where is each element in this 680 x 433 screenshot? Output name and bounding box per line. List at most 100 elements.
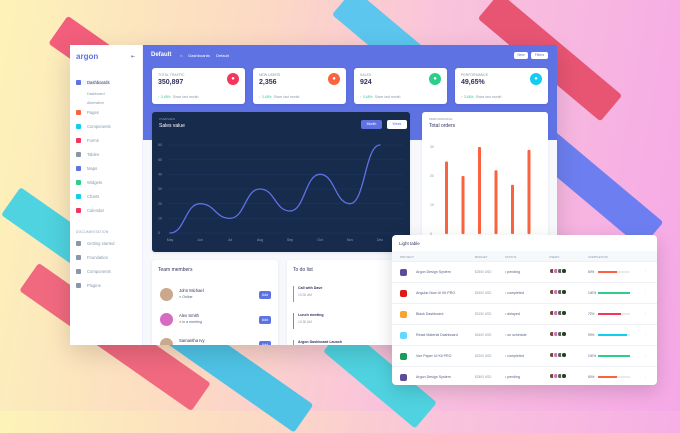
team-title: Team members bbox=[158, 267, 193, 273]
orders-chart-card: PERFORMANCE Total orders 0 10 20 30 bbox=[422, 112, 548, 252]
sidebar-item-calendar[interactable]: Calendar bbox=[76, 208, 104, 213]
add-button[interactable]: Add bbox=[259, 316, 271, 324]
stat-card: Total traffic 350,897 ● ↑ 3.48% Since la… bbox=[152, 68, 245, 104]
money-coins-icon: ● bbox=[429, 73, 441, 85]
breadcrumb-default: Default bbox=[216, 53, 229, 58]
member-status: ● Online bbox=[179, 295, 193, 299]
filters-button[interactable]: Filters bbox=[531, 52, 548, 59]
doc-item[interactable]: Components bbox=[76, 269, 111, 274]
completion-value: 60% bbox=[588, 375, 595, 379]
member-name: Alex Smith bbox=[179, 313, 200, 318]
y-tick-label: 60 bbox=[158, 143, 162, 147]
sales-chart-card: OVERVIEW Sales value Month Week 0 10 20 30 4… bbox=[152, 112, 410, 252]
sidebar-item-dashboards[interactable]: Dashboards bbox=[76, 80, 110, 85]
col-project[interactable]: PROJECT bbox=[400, 255, 415, 259]
chart-overline: OVERVIEW bbox=[159, 117, 176, 121]
col-budget[interactable]: BUDGET bbox=[475, 255, 488, 259]
add-button[interactable]: Add bbox=[259, 291, 271, 299]
stat-value: 924 bbox=[360, 79, 372, 86]
sidebar-item-label: Calendar bbox=[87, 208, 104, 213]
completion-progress bbox=[598, 355, 630, 357]
nav-icon bbox=[76, 208, 81, 213]
sidebar-item-components[interactable]: Components bbox=[76, 124, 111, 129]
project-name[interactable]: Vue Paper UI Kit PRO bbox=[416, 354, 452, 358]
home-icon[interactable]: ⌂ bbox=[180, 53, 183, 58]
todo-item[interactable]: Argon Dashboard Launch bbox=[293, 340, 403, 345]
week-button[interactable]: Week bbox=[387, 120, 407, 129]
todo-title: Argon Dashboard Launch bbox=[298, 340, 343, 344]
team-member: Alex Smith ● In a meeting Add bbox=[152, 311, 278, 333]
project-name[interactable]: Black Dashboard bbox=[416, 312, 444, 316]
sidebar-item-forms[interactable]: Forms bbox=[76, 138, 99, 143]
sidebar-item-charts[interactable]: Charts bbox=[76, 194, 99, 199]
users-avatars[interactable] bbox=[549, 331, 567, 338]
breadcrumb-dashboards[interactable]: Dashboards bbox=[188, 53, 210, 58]
table-header: PROJECT BUDGET STATUS USERS COMPLETION bbox=[392, 251, 657, 261]
sidebar-item-widgets[interactable]: Widgets bbox=[76, 180, 102, 185]
todo-item[interactable]: Lunch meeting 10:30 AM bbox=[293, 313, 403, 329]
users-avatars[interactable] bbox=[549, 289, 567, 296]
doc-item[interactable]: Getting started bbox=[76, 241, 114, 246]
sidebar-item-maps[interactable]: Maps bbox=[76, 166, 97, 171]
y-tick-label: 20 bbox=[158, 202, 162, 206]
row-menu-icon[interactable]: ⋮ bbox=[644, 333, 648, 337]
doc-item-label: Plugins bbox=[87, 283, 101, 288]
y-tick-label: 20 bbox=[430, 174, 434, 178]
sidebar-item-label: Components bbox=[87, 124, 111, 129]
project-name[interactable]: Argon Design System bbox=[416, 375, 451, 379]
row-menu-icon[interactable]: ⋮ bbox=[644, 354, 648, 358]
sidebar-item-label: Forms bbox=[87, 138, 99, 143]
data-point bbox=[349, 203, 351, 205]
stat-change: ↑ 3.48% Since last month bbox=[461, 95, 502, 99]
todo-title: Lunch meeting bbox=[298, 313, 324, 317]
nav-icon bbox=[76, 110, 81, 115]
doc-heading: DOCUMENTATION bbox=[76, 230, 109, 234]
table-title: Light table bbox=[399, 241, 420, 246]
stat-card: Sales 924 ● ↑ 3.48% Since last month bbox=[354, 68, 447, 104]
team-member: John Michael ● Online Add bbox=[152, 286, 278, 308]
chart-overline: PERFORMANCE bbox=[429, 117, 453, 121]
table-row: React Material Dashboard $4400 USD • on … bbox=[392, 324, 657, 345]
order-bar bbox=[445, 161, 448, 234]
project-name[interactable]: React Material Dashboard bbox=[416, 333, 458, 337]
project-logo-icon bbox=[400, 290, 407, 297]
users-avatars[interactable] bbox=[549, 352, 567, 359]
add-button[interactable]: Add bbox=[259, 341, 271, 345]
sidebar-item-pages[interactable]: Pages bbox=[76, 110, 99, 115]
project-name[interactable]: Argon Design System bbox=[416, 270, 451, 274]
project-name[interactable]: Angular Now UI Kit PRO bbox=[416, 291, 456, 295]
todo-item[interactable]: Call with Dave 10:30 AM bbox=[293, 286, 403, 302]
row-menu-icon[interactable]: ⋮ bbox=[644, 291, 648, 295]
doc-item[interactable]: Plugins bbox=[76, 283, 101, 288]
order-bar bbox=[494, 170, 498, 234]
col-users: USERS bbox=[549, 255, 560, 259]
row-menu-icon[interactable]: ⋮ bbox=[644, 270, 648, 274]
col-completion[interactable]: COMPLETION bbox=[588, 255, 608, 259]
budget: $2500 USD bbox=[475, 375, 492, 379]
completion-progress bbox=[598, 313, 630, 315]
completion-value: 60% bbox=[588, 270, 595, 274]
breadcrumb: ⌂ Dashboards Default bbox=[180, 53, 229, 58]
users-avatars[interactable] bbox=[549, 268, 567, 275]
order-bar bbox=[461, 176, 465, 234]
sidebar-toggle-icon[interactable]: ⇤ bbox=[131, 54, 136, 60]
dashboard-window: argon ⇤ Dashboards Dashboard Alternative Pa… bbox=[70, 45, 557, 345]
sidebar-item-dashboard[interactable]: Dashboard bbox=[87, 92, 105, 96]
doc-icon bbox=[76, 283, 81, 288]
row-menu-icon[interactable]: ⋮ bbox=[644, 375, 648, 379]
completion-progress bbox=[598, 334, 630, 336]
doc-item[interactable]: Foundation bbox=[76, 255, 108, 260]
month-button[interactable]: Month bbox=[361, 120, 382, 129]
brand-logo[interactable]: argon bbox=[76, 52, 99, 61]
users-avatars[interactable] bbox=[549, 373, 567, 380]
users-avatars[interactable] bbox=[549, 310, 567, 317]
table-row: Black Dashboard $3150 USD • delayed 72% … bbox=[392, 303, 657, 324]
col-status[interactable]: STATUS bbox=[505, 255, 517, 259]
sidebar-item-tables[interactable]: Tables bbox=[76, 152, 99, 157]
row-menu-icon[interactable]: ⋮ bbox=[644, 312, 648, 316]
stat-label: Total traffic bbox=[158, 73, 185, 77]
sidebar-item-alternative[interactable]: Alternative bbox=[87, 101, 104, 105]
data-point bbox=[289, 210, 291, 212]
new-button[interactable]: New bbox=[514, 52, 528, 59]
table-row: Argon Design System $2500 USD • pending … bbox=[392, 261, 657, 282]
